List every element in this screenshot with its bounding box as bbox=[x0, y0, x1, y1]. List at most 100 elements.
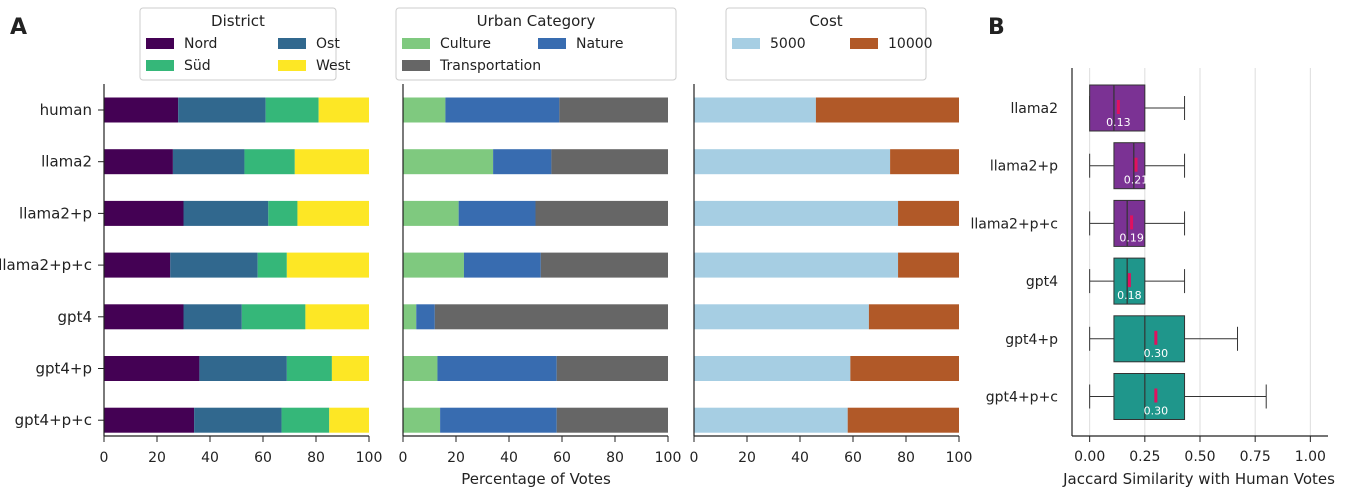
legend-swatch-transportation bbox=[402, 60, 430, 71]
x-tick-label: 20 bbox=[148, 450, 166, 466]
bar-ost-gpt4+p bbox=[199, 356, 287, 381]
bar-culture-llama2 bbox=[403, 149, 494, 175]
y-tick-label: gpt4 bbox=[58, 308, 92, 326]
bar-culture-gpt4+p+c bbox=[403, 407, 441, 433]
bar-west-gpt4 bbox=[305, 304, 369, 330]
bar-ost-gpt4 bbox=[183, 304, 242, 330]
box-llama2: 0.13 bbox=[1089, 84, 1186, 132]
bar-west-llama2 bbox=[294, 149, 369, 175]
bar-süd-llama2+p+c bbox=[257, 252, 287, 278]
bar-nord-llama2+p bbox=[104, 200, 184, 226]
y-tick-label-b: gpt4+p+c bbox=[986, 390, 1058, 406]
bar-süd-gpt4 bbox=[241, 304, 306, 330]
box-gpt4+p+c: 0.30 bbox=[1089, 373, 1267, 420]
y-tick-label: gpt4+p+c bbox=[15, 411, 92, 429]
bar-transportation-llama2+p+c bbox=[540, 252, 668, 278]
y-tick-label: llama2 bbox=[41, 153, 92, 171]
mean-label: 0.21 bbox=[1124, 174, 1149, 187]
y-tick-label: llama2+p+c bbox=[0, 256, 92, 274]
mean-label: 0.19 bbox=[1119, 231, 1144, 244]
x-axis-title-a: Percentage of Votes bbox=[461, 470, 611, 488]
bar-nord-human bbox=[104, 97, 179, 123]
legend-label-transportation: Transportation bbox=[439, 58, 541, 74]
x-tick-label: 0 bbox=[100, 450, 109, 466]
y-tick-label-b: llama2+p bbox=[990, 159, 1058, 175]
bar-süd-llama2 bbox=[244, 149, 295, 175]
box-iqr bbox=[1113, 199, 1146, 247]
mean-label: 0.18 bbox=[1117, 289, 1142, 302]
bar-10000-llama2+p+c bbox=[898, 252, 959, 278]
legend-label-west: West bbox=[316, 58, 351, 74]
legend-box bbox=[725, 7, 927, 81]
legend-swatch-süd bbox=[146, 60, 174, 71]
legend-label-ost: Ost bbox=[316, 36, 340, 52]
bar-transportation-gpt4 bbox=[434, 304, 668, 330]
bar-culture-llama2+p+c bbox=[403, 252, 464, 278]
bar-nature-human bbox=[445, 97, 560, 123]
x-tick-label: 80 bbox=[897, 450, 915, 466]
legend-swatch-ost bbox=[278, 38, 306, 49]
bar-süd-gpt4+p+c bbox=[281, 407, 330, 433]
box-gpt4+p: 0.30 bbox=[1089, 315, 1239, 363]
bar-5000-llama2 bbox=[694, 149, 891, 175]
bar-süd-gpt4+p bbox=[286, 356, 332, 381]
bar-culture-gpt4 bbox=[403, 304, 417, 330]
bar-nature-llama2 bbox=[493, 149, 552, 175]
x-tick-label: 80 bbox=[307, 450, 325, 466]
bar-nature-llama2+p+c bbox=[463, 252, 541, 278]
bar-culture-gpt4+p bbox=[403, 356, 438, 381]
bar-10000-human bbox=[815, 97, 959, 123]
box-gpt4: 0.18 bbox=[1089, 257, 1186, 305]
bar-west-gpt4+p+c bbox=[329, 407, 369, 433]
bar-transportation-llama2+p bbox=[535, 200, 668, 226]
bar-nord-gpt4+p+c bbox=[104, 407, 195, 433]
bar-nord-llama2 bbox=[104, 149, 173, 175]
legend-swatch-5000 bbox=[732, 38, 760, 49]
box-llama2+p: 0.21 bbox=[1089, 142, 1186, 190]
x-tick-label: 100 bbox=[356, 450, 383, 466]
panel-label-a: A bbox=[10, 15, 27, 40]
legend-label-culture: Culture bbox=[440, 36, 491, 52]
legend-swatch-nature bbox=[538, 38, 566, 49]
bar-nord-gpt4+p bbox=[104, 356, 200, 381]
legend-2: Urban Category Culture Nature Transportatio… bbox=[395, 7, 677, 81]
legend-box bbox=[395, 7, 677, 81]
x-tick-label: 40 bbox=[201, 450, 219, 466]
box-iqr bbox=[1113, 142, 1146, 190]
bar-ost-llama2+p+c bbox=[170, 252, 258, 278]
y-tick-label: gpt4+p bbox=[35, 360, 92, 378]
legend-swatch-west bbox=[278, 60, 306, 71]
y-tick-label-b: llama2+p+c bbox=[970, 216, 1058, 232]
x-tick-label: 0 bbox=[690, 450, 699, 466]
legend-label-10000: 10000 bbox=[888, 36, 933, 52]
bar-nature-gpt4+p+c bbox=[440, 407, 557, 433]
bar-süd-human bbox=[265, 97, 319, 123]
bar-west-human bbox=[318, 97, 369, 123]
x-tick-label: 40 bbox=[791, 450, 809, 466]
legend-swatch-10000 bbox=[850, 38, 878, 49]
mean-label: 0.30 bbox=[1144, 405, 1169, 418]
bar-nord-llama2+p+c bbox=[104, 252, 171, 278]
mean-label: 0.30 bbox=[1144, 347, 1169, 360]
bar-transportation-gpt4+p bbox=[556, 356, 668, 381]
x-tick-label: 100 bbox=[946, 450, 973, 466]
bar-10000-gpt4+p+c bbox=[847, 407, 959, 433]
y-tick-label: llama2+p bbox=[19, 204, 92, 222]
legend-label-süd: Süd bbox=[184, 58, 211, 74]
bar-transportation-human bbox=[559, 97, 668, 123]
bar-ost-llama2+p bbox=[183, 200, 269, 226]
y-tick-label-b: gpt4 bbox=[1026, 274, 1058, 290]
x-tick-label-b: 0.75 bbox=[1240, 449, 1271, 465]
bar-5000-llama2+p+c bbox=[694, 252, 899, 278]
bar-ost-llama2 bbox=[172, 149, 245, 175]
box-llama2+p+c: 0.19 bbox=[1089, 199, 1186, 247]
x-tick-label-b: 0.00 bbox=[1074, 449, 1105, 465]
bar-culture-human bbox=[403, 97, 446, 123]
legend-label-nord: Nord bbox=[184, 36, 217, 52]
legend-title: District bbox=[211, 12, 265, 30]
x-tick-label: 60 bbox=[553, 450, 571, 466]
bar-5000-human bbox=[694, 97, 816, 123]
bar-ost-gpt4+p+c bbox=[194, 407, 282, 433]
